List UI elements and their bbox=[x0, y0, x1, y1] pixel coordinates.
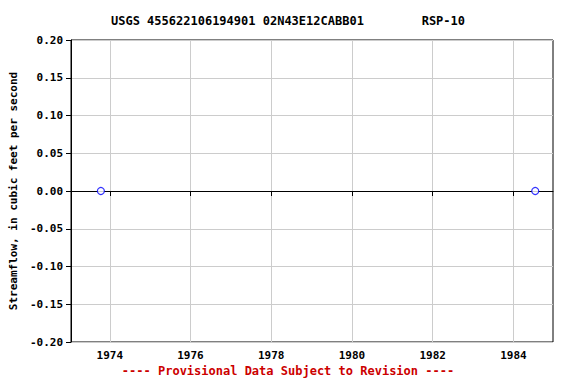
svg-text:---- Provisional Data Subject: ---- Provisional Data Subject to Revisio… bbox=[122, 364, 454, 378]
svg-text:1976: 1976 bbox=[177, 349, 204, 362]
svg-text:1982: 1982 bbox=[419, 349, 446, 362]
svg-text:0.05: 0.05 bbox=[37, 147, 64, 160]
svg-text:1980: 1980 bbox=[339, 349, 366, 362]
svg-text:Streamflow, in cubic feet per: Streamflow, in cubic feet per second bbox=[7, 72, 20, 310]
svg-text:-0.05: -0.05 bbox=[30, 222, 63, 235]
svg-text:-0.15: -0.15 bbox=[30, 298, 63, 311]
svg-text:0.15: 0.15 bbox=[37, 71, 64, 84]
svg-text:USGS 455622106194901 02N43E12C: USGS 455622106194901 02N43E12CABB01 RSP-… bbox=[111, 14, 465, 28]
svg-text:1978: 1978 bbox=[258, 349, 285, 362]
svg-text:0.20: 0.20 bbox=[37, 34, 64, 47]
svg-text:1984: 1984 bbox=[500, 349, 527, 362]
svg-text:1974: 1974 bbox=[97, 349, 124, 362]
svg-text:0.10: 0.10 bbox=[37, 109, 64, 122]
svg-text:-0.10: -0.10 bbox=[30, 260, 63, 273]
svg-text:0.00: 0.00 bbox=[37, 185, 64, 198]
svg-text:-0.20: -0.20 bbox=[30, 336, 63, 349]
